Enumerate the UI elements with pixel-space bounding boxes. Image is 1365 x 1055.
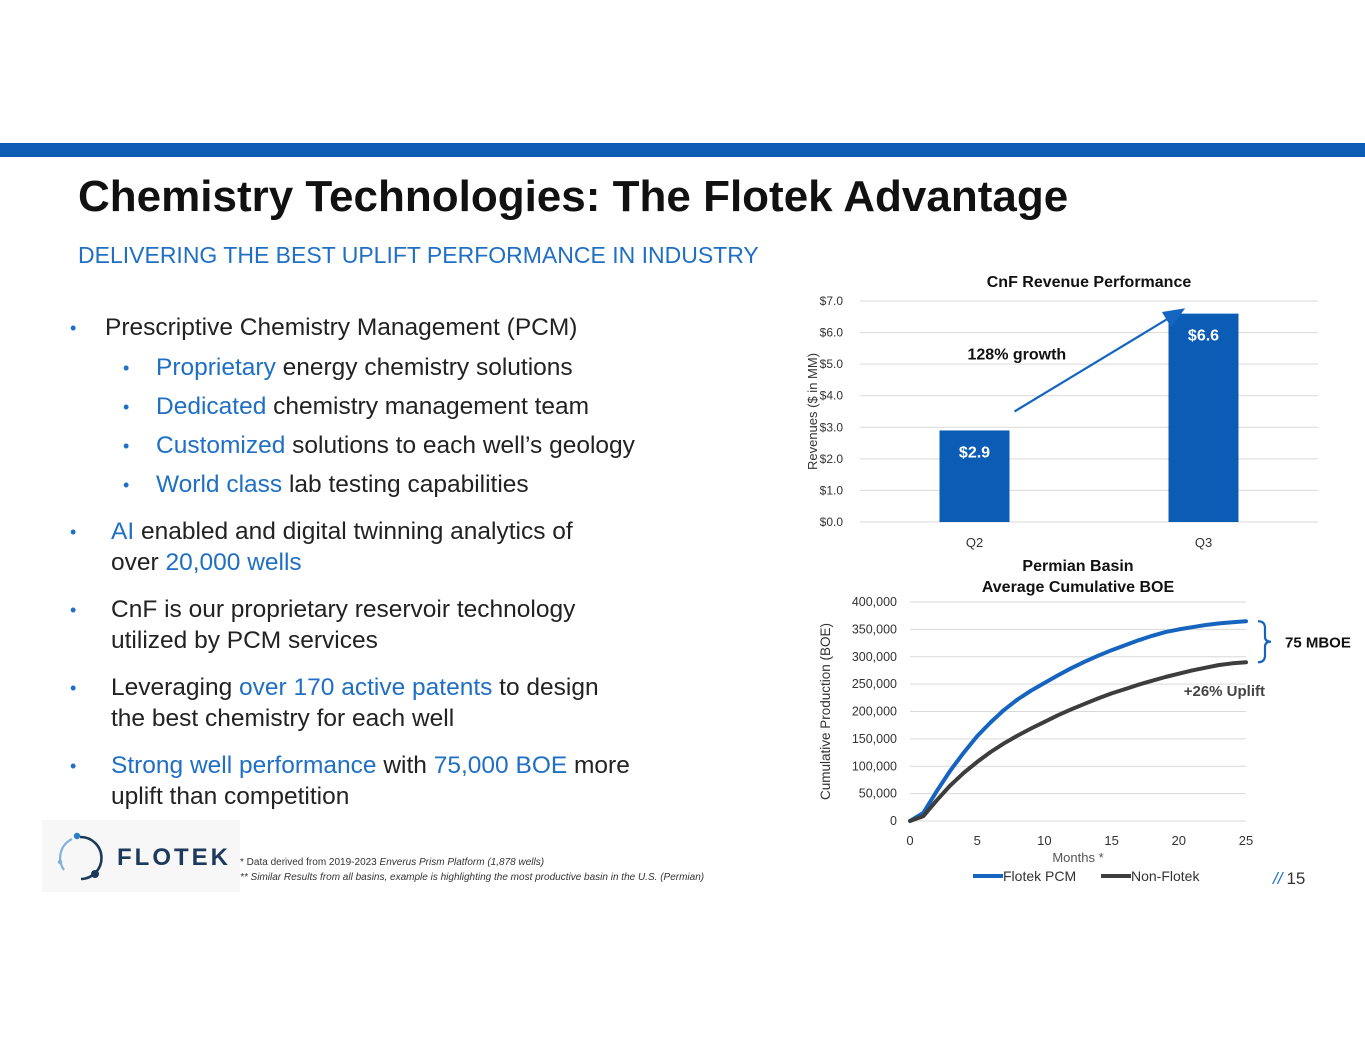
bullet-dot: • xyxy=(70,678,77,698)
bar xyxy=(1168,313,1239,522)
page-title: Chemistry Technologies: The Flotek Advan… xyxy=(78,172,1069,221)
series-line-non-flotek xyxy=(908,660,1248,823)
x-tick-label: 0 xyxy=(906,833,913,848)
page-number: //15 xyxy=(1273,869,1306,888)
bullet-list: • Prescriptive Chemistry Management (PCM… xyxy=(60,312,760,828)
gap-annotation: 75 MBOE xyxy=(1285,635,1351,652)
bullet-dot: • xyxy=(70,600,77,620)
x-tick-label: 25 xyxy=(1239,833,1253,848)
legend-label: Non-Flotek xyxy=(1131,868,1200,884)
y-tick-label: $7.0 xyxy=(820,294,844,308)
x-tick-label: 20 xyxy=(1172,833,1186,848)
bullet-dot: • xyxy=(123,436,130,456)
y-tick-label: $2.0 xyxy=(820,452,844,466)
bullet-dot: • xyxy=(123,397,130,417)
revenue-bar-chart: CnF Revenue Performance $0.0 $1.0 $2.0 $3.0 $… xyxy=(805,274,1318,550)
bullet-dot: • xyxy=(123,475,130,495)
gap-bracket xyxy=(1257,620,1272,664)
bullet-dot: • xyxy=(70,522,77,542)
series-line-flotek-pcm xyxy=(908,619,1248,823)
footnote-1: * Data derived from 2019-2023 Enverus Pr… xyxy=(240,857,545,868)
sub-bullet-dedicated: • Dedicated chemistry management team xyxy=(60,391,760,422)
bar-data-label: $6.6 xyxy=(1188,328,1219,345)
sub-bullet-world-class: • World class lab testing capabilities xyxy=(60,469,760,500)
flotek-logo: FLOTEK xyxy=(42,820,240,892)
y-tick-label: 100,000 xyxy=(852,759,897,773)
y-tick-label: 250,000 xyxy=(852,677,897,691)
x-axis-label: Months * xyxy=(1052,850,1103,865)
legend-label: Flotek PCM xyxy=(1003,868,1076,884)
bullet-cnf: • CnF is our proprietary reservoir techn… xyxy=(70,596,576,654)
sub-bullet-customized: • Customized solutions to each well’s ge… xyxy=(60,430,760,461)
y-tick-label: 150,000 xyxy=(852,732,897,746)
logo-text: FLOTEK xyxy=(117,844,231,871)
flotek-logo-icon xyxy=(57,832,103,881)
bar-data-label: $2.9 xyxy=(959,444,990,461)
y-tick-label: $1.0 xyxy=(820,483,844,497)
y-axis-label: Cumulative Production (BOE) xyxy=(818,623,833,800)
y-tick-label: 200,000 xyxy=(852,705,897,719)
y-tick-label: $0.0 xyxy=(820,515,844,529)
y-tick-label: 0 xyxy=(890,814,897,828)
chart-title: CnF Revenue Performance xyxy=(987,274,1192,291)
uplift-annotation: +26% Uplift xyxy=(1184,683,1265,700)
bullet-dot: • xyxy=(123,358,130,378)
footnote-2: ** Similar Results from all basins, exam… xyxy=(240,872,705,883)
x-tick-label: Q3 xyxy=(1195,535,1212,550)
page-subtitle: DELIVERING THE BEST UPLIFT PERFORMANCE I… xyxy=(78,242,759,268)
bullet-leveraging: • Leveraging over 170 active patents to … xyxy=(70,674,599,732)
x-tick-label: 15 xyxy=(1104,833,1118,848)
x-tick-label: Q2 xyxy=(966,535,983,550)
y-tick-label: $5.0 xyxy=(820,357,844,371)
growth-annotation: 128% growth xyxy=(968,346,1067,363)
growth-arrow xyxy=(1013,308,1186,413)
y-tick-label: 350,000 xyxy=(852,622,897,636)
bar xyxy=(939,430,1010,522)
y-tick-label: $6.0 xyxy=(820,326,844,340)
y-tick-label: 50,000 xyxy=(859,787,897,801)
bullet-ai: • AI enabled and digital twinning analyt… xyxy=(70,518,573,576)
y-axis-label: Revenues ($ in MM) xyxy=(805,353,820,470)
chart-title-line2: Average Cumulative BOE xyxy=(982,579,1175,596)
permian-line-chart: Permian Basin Average Cumulative BOE 0 50,0… xyxy=(818,558,1351,884)
y-tick-label: $4.0 xyxy=(820,389,844,403)
y-tick-label: 400,000 xyxy=(852,595,897,609)
bullet-dot: • xyxy=(70,756,77,776)
chart-title-line1: Permian Basin xyxy=(1022,558,1133,575)
x-tick-label: 5 xyxy=(974,833,981,848)
bullet-dot: • xyxy=(70,318,77,338)
x-tick-label: 10 xyxy=(1037,833,1051,848)
y-tick-label: $3.0 xyxy=(820,420,844,434)
header-band xyxy=(0,143,1365,157)
sub-bullet-proprietary: • Proprietary energy chemistry solutions xyxy=(60,352,760,383)
bullet-pcm: • Prescriptive Chemistry Management (PCM… xyxy=(60,312,760,343)
bullet-strong-performance: • Strong well performance with 75,000 BO… xyxy=(70,752,630,810)
y-tick-label: 300,000 xyxy=(852,650,897,664)
